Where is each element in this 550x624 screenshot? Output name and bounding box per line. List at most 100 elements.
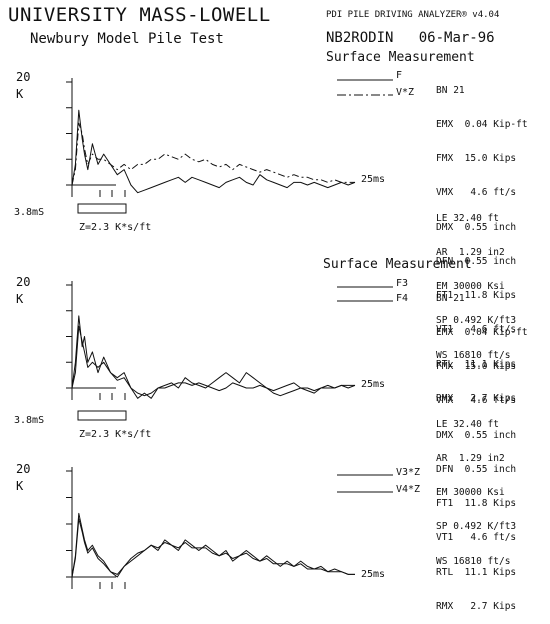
param-value: 4.6 [470,532,488,544]
param-value: 21 [453,84,465,96]
record-id: NB2RODIN [326,30,394,46]
param-unit: inch [493,255,517,267]
param-row: VMX 4.6 ft/s [436,395,528,406]
param-row: WS 16810 ft/s [436,350,516,361]
param-unit: Kips [493,290,517,302]
param-unit: inch [493,463,517,475]
param-row: FMX 15.0 Kips [436,153,528,164]
param-key: WS [436,555,448,567]
panel-2-legend-label: F3 [396,278,409,289]
param-unit: Kip-ft [493,327,528,339]
series-line-1 [71,512,355,578]
param-row: SP 0.492 K/ft3 [436,315,516,326]
record-date: 06-Mar-96 [418,30,495,46]
panel-1-pile-param-list: LE 32.40 ft AR 1.29 in2 EM 30000 Ksi SP … [436,190,516,373]
plot-layer [66,78,393,589]
param-row: RTL 11.1 Kips [436,567,528,578]
panel-1-time-label: 25ms [361,174,386,185]
panel-1-scale-time-label: 3.8mS [14,207,45,218]
param-key: EMX [436,327,454,339]
panel-2-legend-label: F4 [396,293,409,304]
param-value: 11.8 [464,498,488,510]
param-key: FMX [436,361,454,373]
panel-1-heading: Surface Measurement [326,50,475,65]
param-row: FMX 15.0 Kips [436,361,528,372]
param-key: VMX [436,395,454,407]
param-key: VT1 [436,324,454,336]
param-key: EM [436,487,448,499]
param-key: DMX [436,429,454,441]
param-key: FMX [436,153,454,165]
panel-3-legend-label: V3*Z [396,467,421,478]
param-value: 30000 [453,487,482,499]
param-key: EMX [436,119,454,131]
param-row: DFN 0.55 inch [436,464,528,475]
panel-3-ymax-label: 20 [16,462,31,476]
param-unit: in2 [487,453,505,465]
param-row: DMX 0.55 inch [436,430,528,441]
param-row: BN 21 [436,85,528,96]
param-unit: Kips [493,358,517,370]
record-line: NB2RODIN 06-Mar-96 [326,31,495,45]
param-value: 1.29 [458,247,482,259]
param-unit: Kip-ft [493,119,528,131]
param-unit: K/ft3 [487,315,517,327]
series-line-2 [71,122,355,186]
param-value: 0.55 [464,429,488,441]
param-row: RMX 2.7 Kips [436,601,528,612]
param-value: 0.492 [453,521,482,533]
param-key: WS [436,349,448,361]
param-row: EMX 0.04 Kip-ft [436,327,528,338]
param-key: RMX [436,600,454,612]
param-key: VMX [436,187,454,199]
param-row: EM 30000 Ksi [436,487,516,498]
series-line-1 [71,109,356,194]
time-scale-bar [77,203,127,214]
param-row: AR 1.29 in2 [436,247,516,258]
panel-2-scale-time-label: 3.8mS [14,415,45,426]
param-value: 0.492 [453,315,482,327]
param-key: RMX [436,392,454,404]
series-line-2 [71,325,355,397]
param-key: BN [436,292,448,304]
time-scale-bar [77,410,127,421]
panel-3-unit-label: K [16,479,24,493]
param-row: VMX 4.6 ft/s [436,187,528,198]
param-unit: Kips [493,566,517,578]
panel-2-pile-param-list: LE 32.40 ft AR 1.29 in2 EM 30000 Ksi SP … [436,396,516,579]
param-unit: inch [493,429,517,441]
param-row: EMX 0.04 Kip-ft [436,119,528,130]
param-key: DMX [436,221,454,233]
panel-2-impedance-label: Z=2.3 K*s/ft [79,429,152,440]
param-key: RTL [436,358,454,370]
param-value: 15.0 [464,361,488,373]
param-row: LE 32.40 ft [436,419,516,430]
param-row: EM 30000 Ksi [436,281,516,292]
series-line-1 [71,315,356,399]
param-unit: Kips [493,153,517,165]
panel-2-heading: Surface Measurement [323,257,472,272]
analyzer-name: PDI PILE DRIVING ANALYZER® v4.04 [326,10,500,20]
panel-3-time-label: 25ms [361,569,386,580]
param-value: 0.55 [464,255,488,267]
param-unit: ft/s [487,555,511,567]
param-value: 0.55 [464,463,488,475]
param-value: 2.7 [470,392,488,404]
param-value: 21 [453,292,465,304]
param-value: 4.6 [470,187,488,199]
param-unit: in2 [487,247,505,259]
param-value: 1.29 [458,453,482,465]
param-value: 32.40 [453,212,482,224]
param-key: DFN [436,255,454,267]
param-key: SP [436,315,448,327]
param-unit: Ksi [487,281,505,293]
series-line-2 [71,518,355,578]
param-value: 11.8 [464,290,488,302]
param-key: RTL [436,566,454,578]
param-key: VT1 [436,532,454,544]
param-value: 4.6 [470,395,488,407]
report-subtitle: Newbury Model Pile Test [30,31,224,47]
param-row: LE 32.40 ft [436,213,516,224]
param-row: SP 0.492 K/ft3 [436,521,516,532]
panel-1-legend-label: F [396,70,403,81]
